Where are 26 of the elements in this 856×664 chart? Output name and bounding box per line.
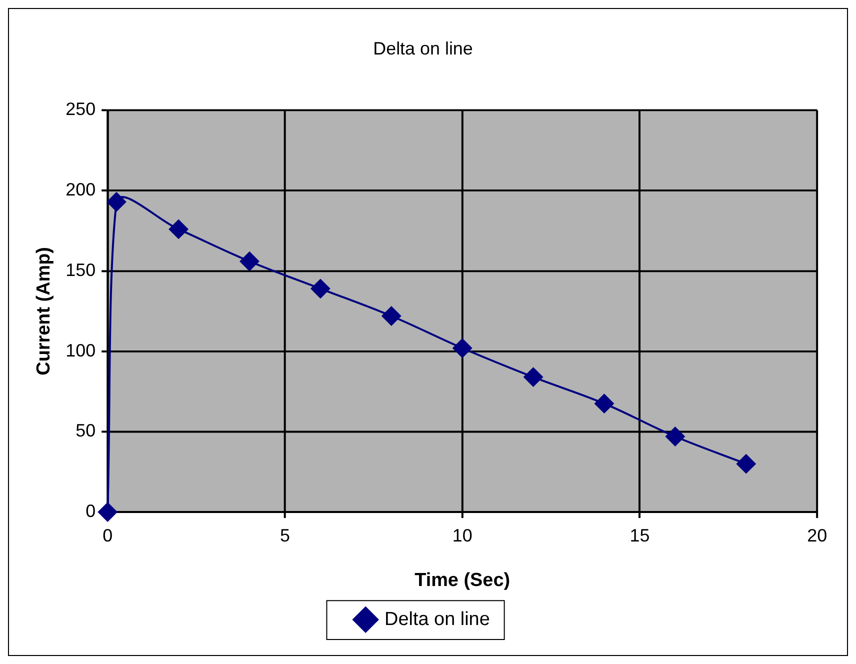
x-axis-title: Time (Sec) [414,570,510,592]
point [310,278,330,299]
point [168,219,189,240]
point [736,454,756,474]
y-tick-label: 100 [66,340,96,360]
y-tick-label: 200 [66,180,96,200]
point [452,338,472,358]
legend-label: Delta on line [384,608,490,630]
x-tick-label: 0 [102,526,113,546]
point [240,251,260,272]
point [106,192,126,212]
point [98,502,118,522]
y-tick-label: 150 [66,260,96,280]
point [523,367,544,388]
point [594,394,614,414]
y-tick-label: 0 [86,501,96,521]
point [665,426,686,446]
chart-title: Delta on line [373,38,473,59]
point [381,306,402,326]
y-tick-label: 250 [66,99,96,120]
y-tick-label: 50 [76,420,96,441]
x-tick-label: 5 [280,526,290,546]
y-axis-title: Current (Amp) [34,247,55,376]
x-tick-label: 15 [630,526,650,546]
x-tick-label: 20 [807,526,828,546]
x-tick-label: 10 [452,526,472,546]
